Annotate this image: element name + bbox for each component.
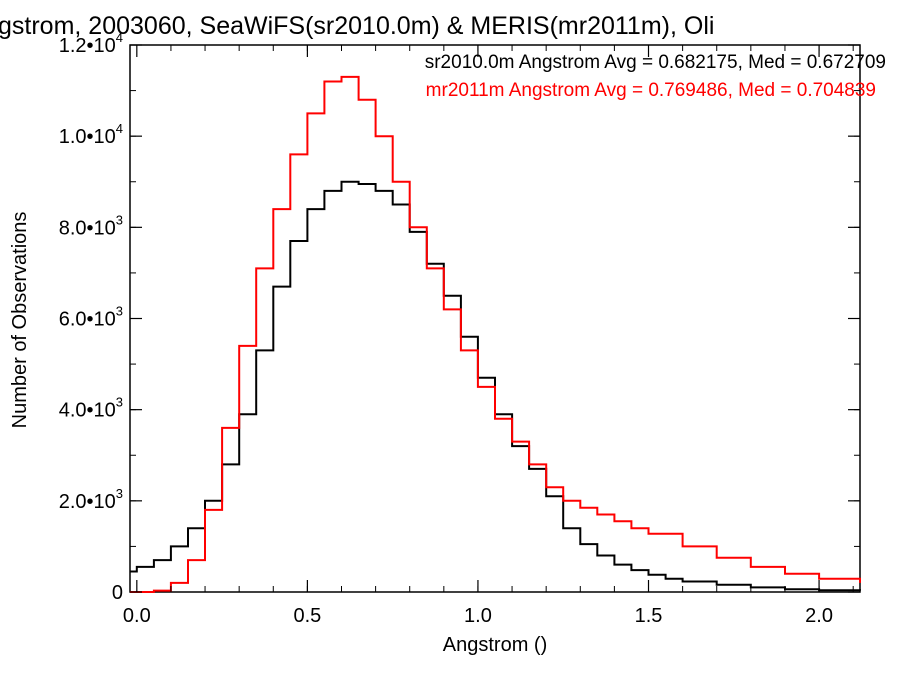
plot-frame (129, 44, 861, 593)
y-tick-label: 8.0•103 (59, 212, 123, 239)
x-tick-label: 1.5 (635, 605, 663, 627)
legend-entry-sr2010: sr2010.0m Angstrom Avg = 0.682175, Med =… (425, 52, 886, 73)
x-tick-label: 2.0 (805, 605, 833, 627)
x-axis-label: Angstrom () (443, 634, 547, 656)
y-tick-label: 6.0•103 (59, 304, 123, 331)
x-tick-label: 0.0 (123, 605, 151, 627)
y-tick-label: 0 (112, 582, 123, 604)
y-tick-label: 4.0•103 (59, 395, 123, 422)
y-axis-label: Number of Observations (9, 212, 31, 429)
chart-title: gstrom, 2003060, SeaWiFS(sr2010.0m) & ME… (0, 12, 714, 40)
x-tick-label: 1.0 (464, 605, 492, 627)
series-mr2011m-line (130, 75, 861, 593)
legend-entry-mr2011: mr2011m Angstrom Avg = 0.769486, Med = 0… (426, 80, 876, 101)
x-tick-label: 0.5 (293, 605, 321, 627)
y-tick-label: 1.0•104 (59, 121, 123, 148)
y-tick-label: 2.0•103 (59, 486, 123, 513)
series-layer (130, 75, 861, 593)
ticks-layer: 0.0 0.5 1.0 1.5 2.0 0 2.0•103 4.0•103 6.0•103 8.0… (59, 30, 860, 627)
y-tick-label: 1.2•104 (59, 30, 123, 57)
